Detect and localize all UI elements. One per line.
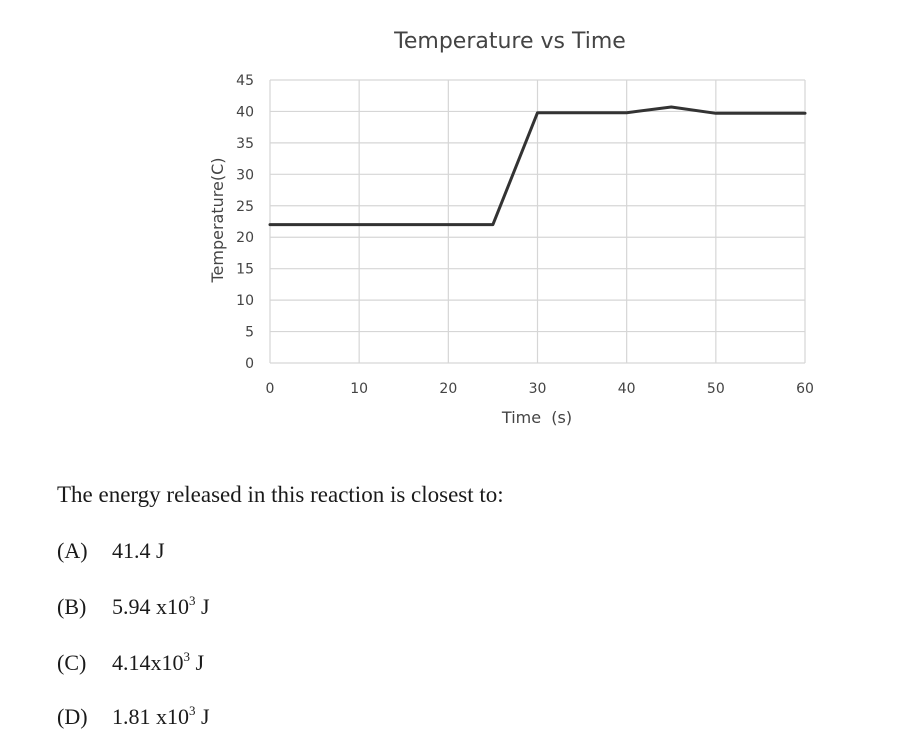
- option-d-unit: J: [195, 704, 210, 729]
- option-c[interactable]: (C) 4.14x103 J: [57, 650, 204, 676]
- option-b-base: 5.94 x10: [112, 594, 189, 619]
- option-b-letter: (B): [57, 594, 87, 619]
- option-c-unit: J: [190, 650, 205, 675]
- option-a[interactable]: (A) 41.4 J: [57, 538, 165, 564]
- x-tick-label: 20: [439, 381, 457, 397]
- y-tick-label: 10: [236, 293, 254, 309]
- y-tick-label: 45: [236, 73, 254, 89]
- y-axis-ticks: 0 5 10 15 20 25 30 35 40 45: [236, 73, 254, 372]
- x-tick-label: 40: [618, 381, 636, 397]
- option-b[interactable]: (B) 5.94 x103 J: [57, 594, 210, 620]
- option-c-letter: (C): [57, 650, 87, 675]
- y-tick-label: 30: [236, 167, 254, 183]
- temperature-chart: Temperature vs Time 0 5 10 15 20 25 30 35 40 45 0…: [208, 29, 814, 427]
- x-tick-label: 50: [707, 381, 725, 397]
- y-tick-label: 35: [236, 136, 254, 152]
- y-tick-label: 5: [245, 325, 254, 341]
- option-d-base: 1.81 x10: [112, 704, 189, 729]
- option-b-unit: J: [195, 594, 210, 619]
- x-axis-label: Time (s): [501, 408, 572, 427]
- y-tick-label: 40: [236, 104, 254, 120]
- option-d-letter: (D): [57, 704, 88, 729]
- temperature-series-line: [268, 105, 807, 227]
- question-text: The energy released in this reaction is …: [57, 482, 504, 507]
- x-tick-label: 10: [350, 381, 368, 397]
- x-axis-ticks: 0 10 20 30 40 50 60: [266, 381, 814, 397]
- y-tick-label: 25: [236, 199, 254, 215]
- option-a-value: 41.4 J: [112, 538, 165, 563]
- y-axis-label: Temperature(C): [208, 157, 227, 283]
- x-tick-label: 30: [529, 381, 547, 397]
- chart-title: Temperature vs Time: [393, 29, 626, 54]
- option-d-exponent: 3: [189, 703, 196, 718]
- option-a-letter: (A): [57, 538, 88, 563]
- option-b-exponent: 3: [189, 593, 196, 608]
- x-tick-label: 60: [796, 381, 814, 397]
- x-tick-label: 0: [266, 381, 275, 397]
- option-c-exponent: 3: [183, 649, 191, 664]
- chart-gridlines: [269, 79, 806, 364]
- option-d[interactable]: (D) 1.81 x103 J: [57, 704, 210, 730]
- y-tick-label: 15: [236, 262, 254, 278]
- y-tick-label: 0: [245, 356, 254, 372]
- option-c-base: 4.14x10: [112, 650, 184, 675]
- y-tick-label: 20: [236, 230, 254, 246]
